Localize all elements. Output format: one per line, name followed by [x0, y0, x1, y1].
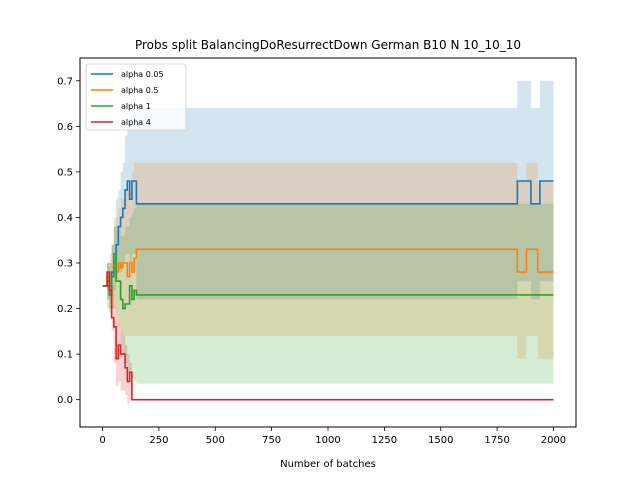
line-series-3 — [102, 271, 554, 401]
y-tick-label: 0.4 — [57, 213, 73, 224]
legend-label-2: alpha 1 — [121, 102, 151, 111]
y-tick-label: 0.7 — [57, 76, 73, 87]
x-tick-label: 1250 — [372, 435, 397, 446]
legend: alpha 0.05 alpha 0.5 alpha 1 alpha 4 — [85, 63, 187, 131]
x-tick-label: 1500 — [428, 435, 453, 446]
y-tick-label: 0.0 — [57, 395, 73, 406]
legend-label-3: alpha 4 — [121, 118, 151, 127]
series-lines — [102, 180, 554, 401]
legend-box — [85, 63, 187, 131]
y-tick-label: 0.3 — [57, 259, 73, 270]
x-tick-label: 1750 — [484, 435, 509, 446]
confidence-bands — [102, 80, 554, 405]
y-tick-label: 0.6 — [57, 122, 73, 133]
legend-label-1: alpha 0.5 — [121, 86, 158, 95]
line-series-2 — [102, 253, 554, 310]
band-series-0 — [102, 80, 554, 300]
band-series-2 — [102, 203, 554, 384]
y-tick-label: 0.5 — [57, 167, 73, 178]
x-tick-label: 0 — [99, 435, 105, 446]
y-axis: 0.0 0.1 0.2 0.3 0.4 0.5 0.6 0.7 — [57, 76, 80, 406]
x-tick-label: 750 — [262, 435, 281, 446]
y-tick-label: 0.2 — [57, 304, 73, 315]
y-tick-label: 0.1 — [57, 350, 73, 361]
chart-title: Probs split BalancingDoResurrectDown Ger… — [135, 38, 521, 52]
x-axis: 0 250 500 750 1000 1250 1500 1750 2000 — [99, 427, 566, 446]
x-tick-label: 1000 — [315, 435, 340, 446]
legend-label-0: alpha 0.05 — [121, 70, 164, 79]
x-tick-label: 500 — [206, 435, 225, 446]
x-tick-label: 2000 — [541, 435, 566, 446]
x-axis-label: Number of batches — [280, 459, 376, 470]
band-series-1 — [102, 162, 554, 359]
x-tick-label: 250 — [149, 435, 168, 446]
